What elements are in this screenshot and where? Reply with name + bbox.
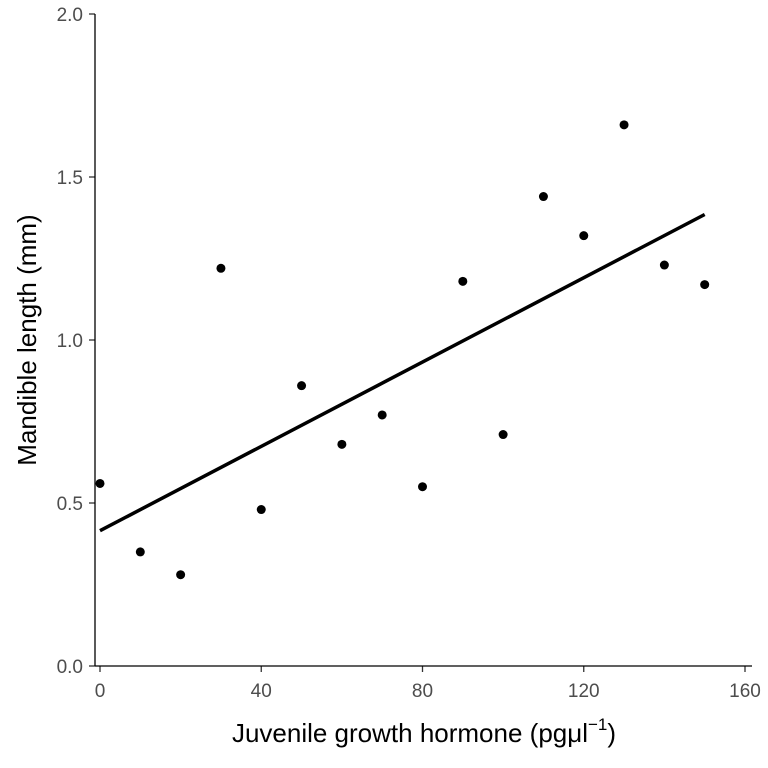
data-point — [176, 570, 186, 580]
y-tick-label: 0.5 — [57, 494, 83, 515]
data-point — [216, 263, 226, 273]
x-tick-label: 0 — [95, 681, 106, 702]
y-axis-ticks: 0.0 0.5 1.0 1.5 2.0 — [57, 5, 95, 678]
data-point — [337, 439, 347, 449]
x-tick-label: 40 — [251, 681, 272, 702]
data-point — [458, 276, 468, 286]
data-points — [95, 120, 710, 580]
data-point — [135, 547, 145, 557]
x-axis-ticks: 0 40 80 120 160 — [95, 666, 761, 702]
data-point — [538, 192, 548, 202]
y-tick-label: 2.0 — [57, 5, 83, 26]
data-point — [498, 430, 508, 440]
x-tick-label: 80 — [412, 681, 433, 702]
data-point — [418, 482, 427, 492]
regression-line — [99, 212, 706, 533]
data-point — [659, 260, 669, 270]
data-point — [619, 120, 629, 130]
data-point — [297, 381, 307, 391]
data-point — [579, 231, 589, 241]
x-tick-label: 160 — [729, 681, 761, 702]
data-point — [256, 505, 266, 515]
x-axis-title: Juvenile growth hormone (pgμl−1) — [232, 715, 616, 748]
data-point — [95, 478, 105, 488]
y-tick-label: 0.0 — [57, 657, 83, 678]
y-tick-label: 1.0 — [57, 331, 83, 352]
data-point — [377, 410, 387, 420]
data-point — [700, 280, 710, 290]
y-tick-label: 1.5 — [57, 168, 83, 189]
x-tick-label: 120 — [568, 681, 600, 702]
y-axis-title: Mandible length (mm) — [12, 214, 42, 465]
